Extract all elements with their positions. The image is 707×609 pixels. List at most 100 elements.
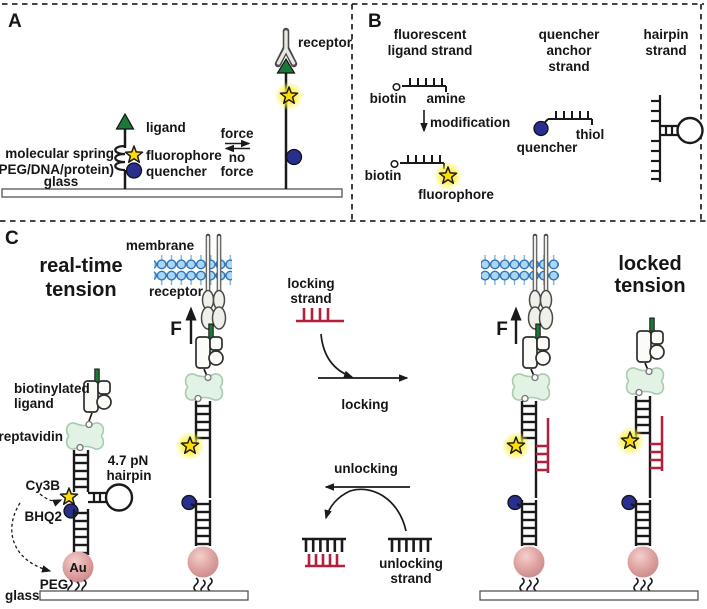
amine-strand: biotin amine	[370, 77, 466, 106]
probe-open-bound	[176, 323, 224, 594]
thiol-label: thiol	[576, 127, 605, 142]
cy3b-glowing-star-icon	[616, 427, 645, 456]
fluorophore-strand: biotin fluorophore	[365, 154, 494, 202]
fluorophore-glowing-star-icon	[275, 82, 304, 111]
panel-dividers	[0, 3, 707, 222]
biotin-link-dot	[531, 373, 539, 382]
glass-surface-left	[39, 590, 249, 601]
quencher-label: quencher	[517, 140, 579, 155]
quencher-anchor-strand: thiol quencher	[517, 110, 605, 155]
no-label: no	[229, 150, 246, 165]
probe-closed-free: Au biotinylated ligand streptavidin 4.7 …	[0, 368, 152, 603]
quencher-dot-icon	[285, 148, 303, 166]
locking-strand-label-1: locking	[287, 276, 334, 291]
ligand-triangle-icon	[115, 112, 135, 130]
bhq2-dot-icon	[507, 494, 523, 511]
locking-label: locking	[341, 397, 388, 412]
streptavidin-label: streptavidin	[0, 429, 63, 444]
membrane-left: membrane receptor F	[126, 233, 232, 344]
hairpin-loop-icon	[104, 483, 134, 512]
glass-label: glass	[5, 588, 40, 603]
linker	[88, 412, 93, 422]
ligand-rod-icon	[94, 368, 100, 383]
streptavidin-icon	[511, 373, 551, 401]
cy3b-glowing-star-icon	[176, 432, 205, 461]
hairpin-force-label-1: 4.7 pN	[108, 453, 149, 468]
peg-squiggle-icon	[519, 577, 525, 592]
biotin-link-dot	[76, 443, 84, 452]
gold-nanoparticle-icon	[627, 546, 659, 578]
unlocking-curve-arrow	[324, 488, 407, 532]
gold-nanoparticle-icon	[187, 546, 219, 578]
bhq2-dot-icon	[621, 494, 637, 511]
au-label: Au	[69, 560, 86, 575]
biotinylated-ligand-icon	[195, 336, 224, 369]
locking-strand-hybridized-icon	[534, 416, 550, 475]
force-equilibrium: force no force	[220, 126, 254, 179]
realtime-title-2: tension	[45, 279, 116, 301]
locking-scheme: locking strand locking unlocking unlocki…	[287, 276, 443, 586]
glass-surface-right	[479, 590, 699, 601]
unlocking-strand-label-2: strand	[390, 571, 431, 586]
dna-duplex	[72, 448, 90, 494]
streptavidin-icon	[625, 367, 665, 395]
ligand-rod-icon	[535, 323, 541, 339]
unlocking-strand-label-1: unlocking	[379, 556, 443, 571]
panel-b: B fluorescent ligand strand quencher anc…	[365, 11, 704, 202]
panel-c-label: C	[5, 228, 19, 249]
biotin-circle-icon	[390, 159, 399, 169]
biotin-link-dot	[635, 388, 643, 397]
receptor-label: receptor	[149, 284, 204, 299]
dna-duplex-lower	[520, 498, 538, 548]
quencher-dot-icon	[533, 120, 549, 137]
ligand-rod-icon	[649, 317, 655, 332]
force-symbol-right: F	[496, 319, 508, 340]
biotin-label: biotin	[370, 91, 407, 106]
biotinylated-label-2: ligand	[14, 396, 54, 411]
biotin-link-dot	[521, 394, 529, 403]
ligand-label: ligand	[146, 120, 186, 135]
fluorophore-label: fluorophore	[146, 148, 222, 163]
quencher-dot-icon	[125, 162, 143, 179]
biotin-link-dot	[645, 367, 653, 376]
peg-label: PEG	[40, 577, 69, 592]
biotinylated-label-1: biotinylated	[14, 381, 90, 396]
probe-locked-free	[616, 317, 665, 594]
locking-strand-hybridized-icon	[648, 414, 664, 473]
hairpin-neck-icon	[88, 491, 107, 504]
peg-squiggle-icon	[647, 577, 653, 592]
col3-header-2: strand	[645, 43, 686, 58]
fluorophore-label: fluorophore	[418, 187, 494, 202]
sensor-under-force: receptor	[275, 27, 353, 189]
gold-nanoparticle-icon	[62, 551, 94, 583]
biotin-link-dot	[204, 373, 212, 382]
locked-title-1: locked	[618, 253, 681, 275]
cy3b-glowing-star-icon	[502, 432, 531, 461]
realtime-title-1: real-time	[39, 255, 122, 277]
dna-duplex-lower	[194, 498, 212, 548]
panel-c: C real-time tension locked tension membr…	[0, 228, 699, 603]
peg-squiggle-icon	[533, 577, 539, 592]
bhq2-au-pointer-arrow	[11, 502, 52, 573]
membrane-label: membrane	[126, 238, 195, 253]
receptor-label: receptor	[298, 35, 353, 50]
dna-duplex-lower	[634, 498, 652, 548]
panel-a: A glass ligand fluorophore quencher mole…	[0, 11, 353, 198]
peg-squiggle-icon	[193, 577, 199, 592]
receptor-stalks-icon	[205, 233, 222, 303]
unlocking-strand-icon	[386, 537, 434, 554]
ligand-triangle-icon	[276, 57, 296, 74]
glass-surface	[1, 188, 343, 198]
col2-header-3: strand	[548, 59, 589, 74]
hairpin-force-label-2: hairpin	[106, 468, 151, 483]
peg-squiggle-icon	[207, 577, 213, 592]
membrane-right: F	[481, 233, 559, 344]
modification-label: modification	[430, 115, 510, 130]
bhq2-label: BHQ2	[24, 509, 62, 524]
cy3b-pointer-arrow	[39, 493, 63, 507]
bhq2-dot-icon	[181, 494, 197, 511]
force-label: force	[220, 126, 254, 141]
biotin-link-dot	[194, 394, 202, 403]
streptavidin-icon	[65, 422, 105, 450]
